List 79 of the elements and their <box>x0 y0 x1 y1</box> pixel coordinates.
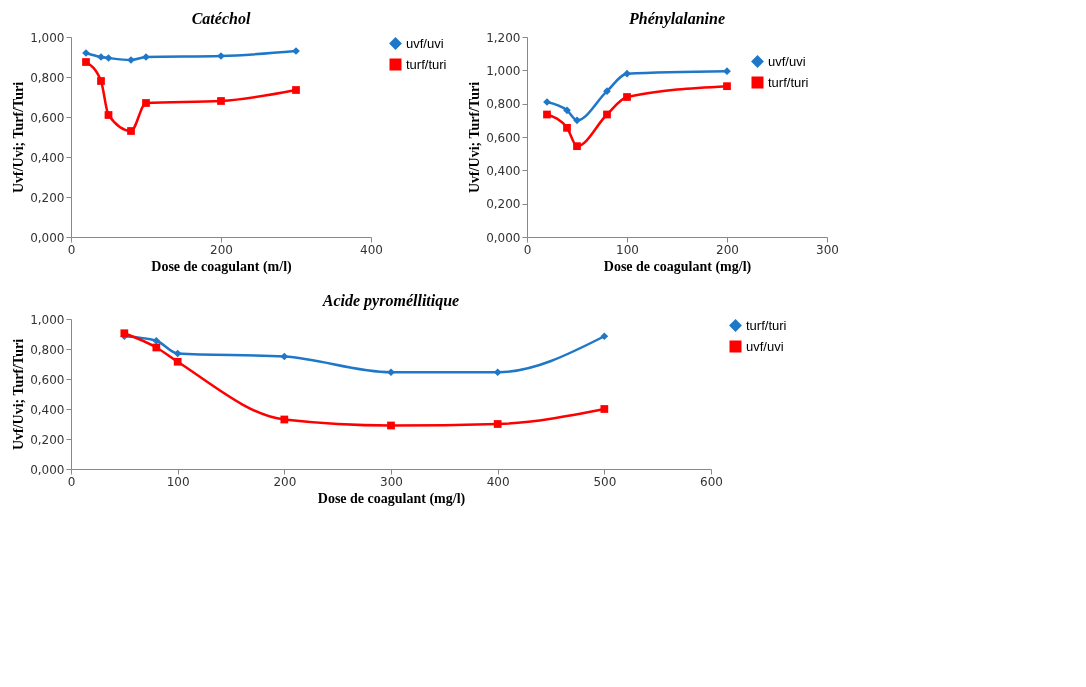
point <box>152 343 161 352</box>
chart-title: Acide pyroméllitique <box>321 292 460 310</box>
point <box>603 110 611 119</box>
point <box>104 54 113 62</box>
x-tick-label: 400 <box>360 242 383 257</box>
y-axis-title: Uvf/Uvi; Turf/Turi <box>11 338 27 451</box>
point <box>280 415 289 424</box>
x-tick-label: 400 <box>486 474 510 489</box>
legend-label: uvf/uvi <box>768 53 806 69</box>
y-tick-label: 0,600 <box>486 130 521 145</box>
chart-title: Catéchol <box>191 10 251 27</box>
y-tick-label: 0,600 <box>30 372 65 387</box>
x-tick-label: 200 <box>273 474 297 489</box>
y-tick-label: 0,000 <box>30 462 65 477</box>
legend-label: uvf/uvi <box>746 338 784 354</box>
point <box>152 336 161 345</box>
point <box>723 82 731 91</box>
y-tick-label: 0,800 <box>486 97 521 112</box>
y-tick-label: 1,000 <box>30 30 65 45</box>
x-tick-label: 300 <box>380 474 403 489</box>
x-tick-label: 100 <box>166 474 190 489</box>
point <box>603 87 611 96</box>
point <box>563 106 571 115</box>
point <box>563 123 571 132</box>
chart-title: Phénylalanine <box>627 10 726 28</box>
point <box>493 420 502 428</box>
point <box>97 77 105 85</box>
y-axis-title: Uvf/Uvi; Turf/Turi <box>467 81 483 194</box>
point <box>600 405 609 413</box>
point <box>142 99 150 107</box>
x-tick-label: 0 <box>523 242 532 257</box>
point <box>573 142 581 151</box>
point <box>573 116 581 125</box>
y-tick-label: 0,200 <box>486 197 521 212</box>
legend-label: turf/turi <box>768 74 809 90</box>
point <box>217 97 225 105</box>
x-tick-label: 200 <box>210 242 233 257</box>
point <box>173 357 182 366</box>
point <box>623 93 631 101</box>
y-tick-label: 0,200 <box>30 190 65 205</box>
x-tick-label: 600 <box>700 474 723 489</box>
point <box>493 368 502 377</box>
point <box>623 69 631 78</box>
point <box>82 58 90 66</box>
y-tick-label: 0,400 <box>30 402 65 417</box>
x-tick-label: 500 <box>593 474 617 489</box>
point <box>543 110 551 119</box>
y-tick-label: 0,000 <box>30 230 65 245</box>
x-tick-label: 0 <box>67 242 76 257</box>
y-tick-label: 0,800 <box>30 342 65 357</box>
x-axis-title: Dose de coagulant (mg/l) <box>603 258 752 275</box>
point <box>280 352 289 361</box>
point <box>387 368 395 377</box>
legend-label: turf/turi <box>746 317 787 333</box>
y-tick-label: 0,600 <box>30 110 65 125</box>
x-axis-title: Dose de coagulant (mg/l) <box>317 490 466 507</box>
y-axis-title: Uvf/Uvi; Turf/Turi <box>11 81 27 194</box>
x-tick-label: 0 <box>67 474 76 489</box>
y-tick-label: 0,800 <box>30 70 65 85</box>
x-tick-label: 200 <box>716 242 739 257</box>
point <box>600 332 609 341</box>
point <box>292 86 300 94</box>
y-tick-label: 0,000 <box>486 230 521 245</box>
y-tick-label: 0,400 <box>30 150 65 165</box>
y-tick-label: 1,000 <box>30 312 65 327</box>
y-tick-label: 1,200 <box>486 30 521 45</box>
point <box>387 421 395 430</box>
point <box>127 127 135 135</box>
point <box>104 111 113 119</box>
point <box>723 67 731 76</box>
legend-label: turf/turi <box>406 56 447 72</box>
x-tick-label: 300 <box>816 242 839 257</box>
y-tick-label: 1,000 <box>486 63 521 78</box>
x-tick-label: 100 <box>616 242 639 257</box>
y-tick-label: 0,200 <box>30 432 65 447</box>
x-axis-title: Dose de coagulant (m/l) <box>151 258 293 275</box>
y-tick-label: 0,400 <box>486 163 521 178</box>
legend-label: uvf/uvi <box>406 35 444 51</box>
point <box>173 349 182 358</box>
